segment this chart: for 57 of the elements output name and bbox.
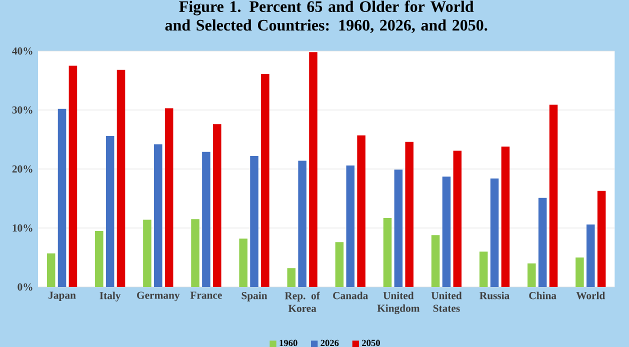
x-tick-label: Italy [100, 292, 121, 302]
bar [479, 252, 488, 287]
bar [46, 253, 56, 287]
x-tick-label: Germany [137, 292, 180, 302]
bar [191, 219, 200, 287]
bar [490, 178, 499, 287]
bar [309, 52, 318, 287]
bar [95, 230, 104, 287]
bar [383, 218, 392, 287]
x-tick-label: Spain [242, 292, 268, 302]
bar [261, 74, 270, 287]
x-tick-label: World [576, 292, 606, 300]
bar [106, 136, 114, 287]
bar [202, 152, 210, 287]
bar [431, 235, 440, 287]
bar [405, 142, 414, 287]
x-tick-label: Japan [48, 292, 76, 301]
legend-label: 2026 [320, 340, 339, 346]
bar [58, 108, 66, 287]
bar [287, 268, 296, 287]
bar [528, 263, 536, 287]
y-tick-label: 20% [12, 165, 32, 173]
bar [357, 135, 366, 287]
bar [576, 258, 584, 287]
legend-label: 1960 [280, 340, 298, 346]
y-tick-label: 0% [18, 283, 32, 291]
bar [154, 144, 162, 287]
bar [597, 190, 606, 287]
x-tick-label: Rep. of Korea [284, 292, 320, 312]
bar [250, 156, 258, 287]
bar [143, 220, 152, 287]
bar [453, 150, 462, 287]
bar [586, 224, 595, 287]
bar [538, 198, 547, 287]
bar [116, 70, 126, 287]
x-tick-label: Canada [333, 292, 368, 300]
y-tick-label: 10% [12, 224, 32, 232]
bar [68, 66, 78, 287]
x-tick-label: China [529, 292, 556, 300]
x-tick-label: United Kingdom [377, 292, 420, 314]
bar [549, 104, 558, 287]
bar [335, 242, 344, 287]
bar [501, 146, 510, 287]
chart-title: Figure 1. Percent 65 and Older for World and Selected Countries: 1960, 2026, and 2050. [165, 0, 488, 33]
bar [213, 124, 222, 287]
x-tick-label: France [190, 292, 222, 299]
bar [442, 176, 451, 287]
bar [394, 170, 403, 287]
bar [239, 238, 248, 287]
y-tick-label: 30% [12, 106, 32, 114]
x-tick-label: United States [431, 292, 462, 312]
legend-label: 2050 [362, 340, 380, 346]
x-tick-label: Russia [480, 292, 510, 300]
bar [164, 108, 174, 287]
bar [298, 160, 306, 287]
bar [346, 165, 354, 287]
y-tick-label: 40% [12, 47, 32, 55]
